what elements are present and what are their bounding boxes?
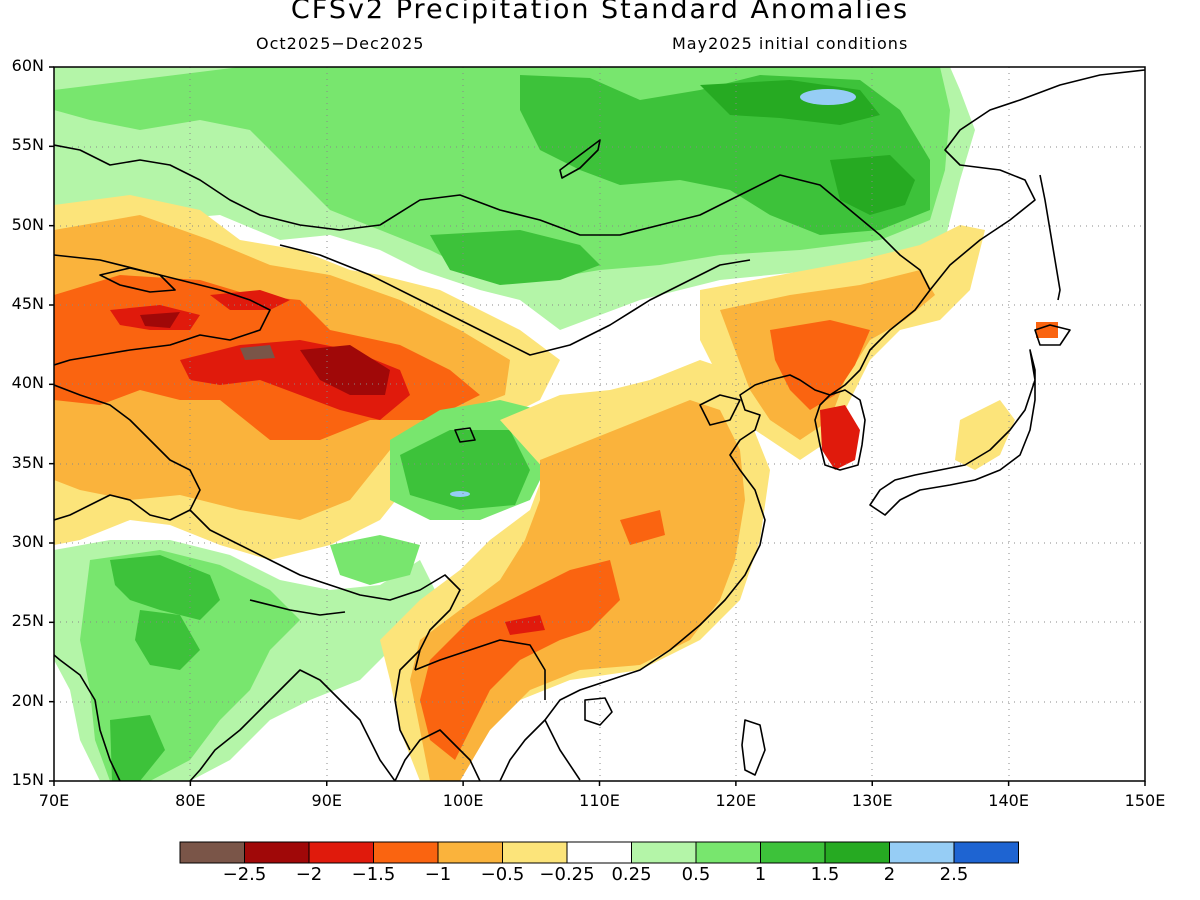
coast-korea — [814, 389, 866, 471]
anomaly-field — [54, 67, 1145, 781]
coast-sakhalin — [1039, 174, 1061, 301]
border-indochina — [414, 639, 546, 700]
colorbar — [179, 841, 1019, 864]
lon-label-120e: 120E — [715, 791, 757, 810]
border-myanmar — [394, 649, 421, 751]
lat-label-35n: 35N — [11, 452, 44, 472]
darkgreen-region-india-b — [135, 610, 200, 670]
lon-label-70e: 70E — [38, 791, 70, 810]
axis-ticks — [49, 66, 1146, 786]
blue-patch-tibet — [450, 491, 470, 497]
darkgreen-region-india-c — [110, 715, 165, 781]
lat-lon-grid — [54, 67, 1145, 781]
coast-india-west — [54, 654, 121, 781]
yellow-region-japan — [955, 400, 1015, 470]
coast-east-asia — [544, 69, 1145, 781]
lon-label-80e: 80E — [175, 791, 206, 810]
colorbar-label-3: −1 — [424, 864, 452, 885]
lat-label-40n: 40N — [11, 373, 44, 393]
lon-label-140e: 140E — [988, 791, 1029, 810]
darkred-region-tarim — [300, 345, 390, 395]
colorbar-label-9: 1.5 — [810, 864, 840, 885]
colorbar-label-2: −1.5 — [351, 864, 396, 885]
lon-label-90e: 90E — [311, 791, 342, 810]
lon-label-150e: 150E — [1124, 791, 1166, 810]
green-region-himalaya — [330, 535, 420, 585]
lake-baikal — [559, 139, 601, 179]
colorbar-swatch-1 — [244, 841, 310, 864]
brown-patch-tarim — [240, 345, 275, 360]
lat-label-50n: 50N — [11, 214, 44, 234]
colorbar-label-6: 0.25 — [611, 864, 652, 885]
forecast-period: Oct2025−Dec2025 — [256, 34, 425, 53]
border-china-north — [54, 144, 931, 291]
lake-qinghai — [454, 427, 476, 443]
colorbar-label-0: −2.5 — [222, 864, 267, 885]
darkgreen-region-india-a — [110, 555, 220, 620]
lon-label-130e: 130E — [851, 791, 893, 810]
coast-taiwan — [741, 719, 766, 776]
border-mongolia-south — [279, 244, 751, 356]
colorbar-label-11: 2.5 — [939, 864, 969, 885]
coastlines-borders — [54, 69, 1145, 781]
border-central-asia — [54, 384, 201, 521]
colorbar-swatch-10 — [824, 841, 890, 864]
colorbar-swatch-6 — [566, 841, 632, 864]
colorbar-swatch-7 — [631, 841, 697, 864]
colorbar-label-7: 0.5 — [681, 864, 711, 885]
colorbar-label-8: 1 — [754, 864, 767, 885]
colorbar-label-5: −0.25 — [539, 864, 595, 885]
yellow-river-coast — [699, 394, 741, 426]
lake-balkhash — [99, 267, 176, 293]
lon-label-110e: 110E — [579, 791, 620, 810]
lat-label-25n: 25N — [11, 611, 44, 631]
darkred-region-kazakh — [140, 312, 180, 328]
coast-bay-of-bengal — [189, 669, 396, 781]
coast-japan — [869, 324, 1071, 516]
colorbar-swatch-5 — [502, 841, 568, 864]
colorbar-swatch-3 — [373, 841, 439, 864]
colorbar-swatch-0 — [179, 841, 245, 864]
map-title: CFSv2 Precipitation Standard Anomalies — [290, 0, 910, 25]
colorbar-label-4: −0.5 — [480, 864, 525, 885]
darkorange-region-manchuria — [770, 320, 870, 410]
blue-patch-siberia — [800, 89, 856, 105]
initial-conditions: May2025 initial conditions — [672, 34, 909, 53]
coast-southeast-asia — [394, 719, 546, 781]
orange-patch-hokkaido — [1036, 322, 1058, 338]
darkorange-region-china — [420, 560, 620, 760]
darkorange-patch-east — [620, 510, 665, 545]
lat-label-55n: 55N — [11, 135, 44, 155]
lat-label-15n: 15N — [11, 770, 44, 789]
colorbar-label-10: 2 — [883, 864, 896, 885]
red-region-korea — [820, 405, 860, 470]
colorbar-label-1: −2 — [295, 864, 323, 885]
colorbar-swatch-11 — [889, 841, 955, 864]
lat-label-30n: 30N — [11, 532, 44, 551]
green-region-manchuria-dark — [830, 155, 915, 215]
colorbar-swatch-9 — [760, 841, 826, 864]
colorbar-swatch-8 — [695, 841, 761, 864]
green-region-tibet-core — [400, 430, 530, 510]
lat-label-45n: 45N — [11, 294, 44, 313]
lon-label-100e: 100E — [442, 791, 484, 810]
border-himalaya — [189, 509, 461, 671]
lat-label-20n: 20N — [11, 690, 44, 710]
colorbar-swatch-12 — [953, 841, 1019, 864]
lat-label-60n: 60N — [11, 56, 44, 75]
coast-hainan — [584, 697, 613, 726]
red-patch-china — [505, 615, 545, 635]
green-region-mongolia — [430, 230, 600, 285]
colorbar-swatch-4 — [437, 841, 503, 864]
colorbar-swatch-2 — [308, 841, 374, 864]
border-nepal — [249, 599, 346, 616]
